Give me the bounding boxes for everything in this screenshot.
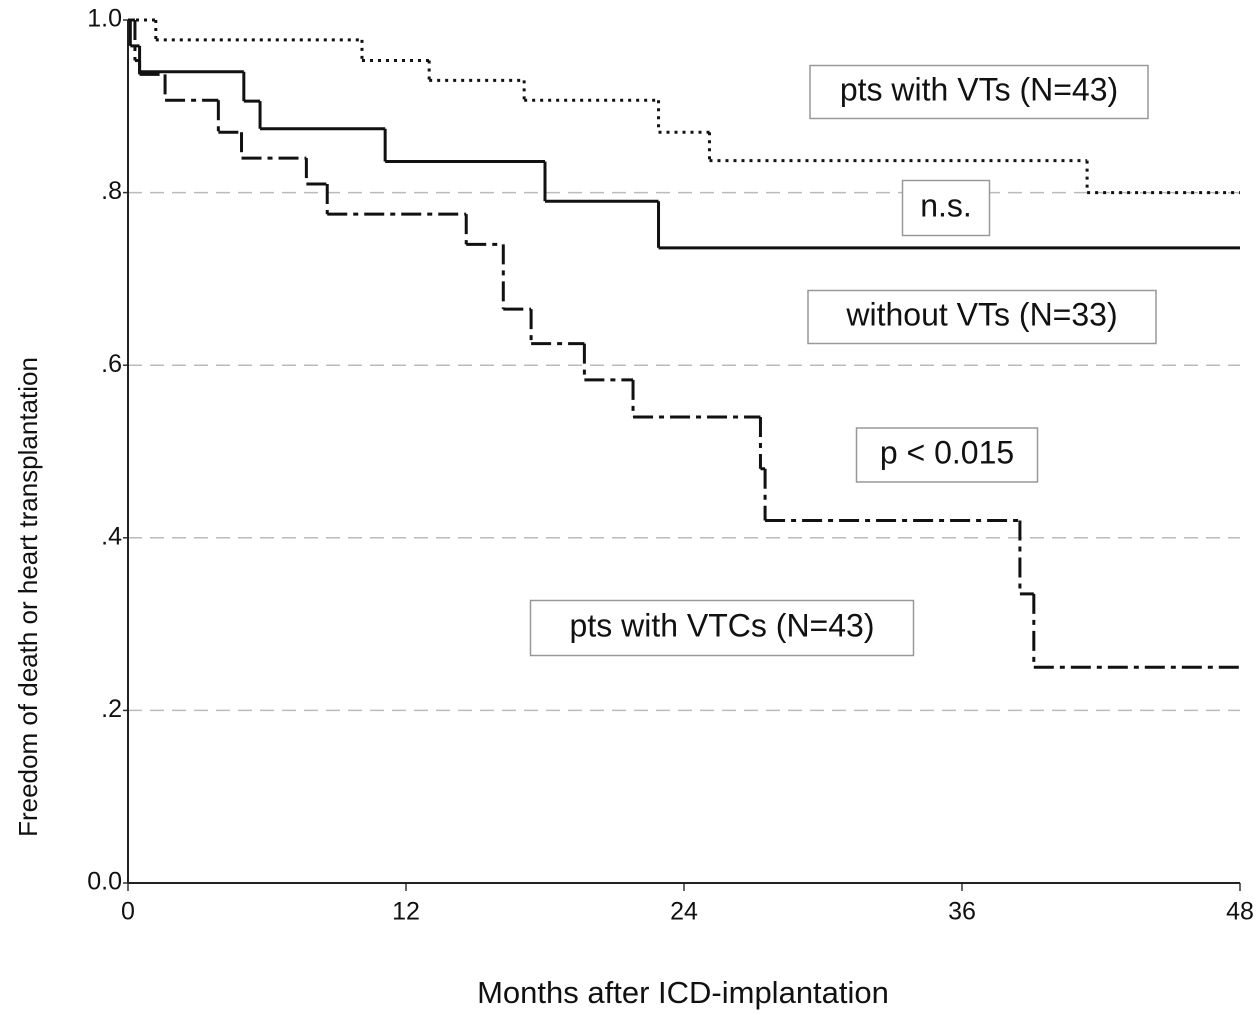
annotation-box — [901, 179, 991, 237]
x-tick-label: 36 — [948, 898, 976, 926]
series-label-box — [529, 599, 915, 657]
annotation-box — [855, 427, 1039, 483]
series-label: pts with VTs (N=43) — [840, 71, 1118, 107]
series-label: pts with VTCs (N=43) — [570, 607, 875, 643]
y-axis-label: Freedom of death or heart transplantatio… — [13, 357, 43, 837]
x-tick-label: 0 — [121, 898, 135, 926]
y-tick-label: 0.0 — [87, 868, 122, 896]
series-label-box — [807, 289, 1157, 345]
x-tick-label: 24 — [670, 898, 698, 926]
y-tick-label: .6 — [101, 350, 122, 378]
y-tick-label: .4 — [101, 522, 122, 550]
x-tick-label: 48 — [1226, 898, 1254, 926]
x-tick-label: 12 — [392, 898, 420, 926]
x-axis-label: Months after ICD-implantation — [477, 975, 889, 1010]
y-tick-label: .8 — [101, 177, 122, 205]
series-label: without VTs (N=33) — [845, 296, 1117, 332]
annotation: n.s. — [920, 187, 972, 223]
y-tick-label: 1.0 — [87, 5, 122, 33]
y-tick-label: .2 — [101, 695, 122, 723]
annotation: p < 0.015 — [880, 434, 1014, 470]
series-label-box — [809, 64, 1149, 120]
